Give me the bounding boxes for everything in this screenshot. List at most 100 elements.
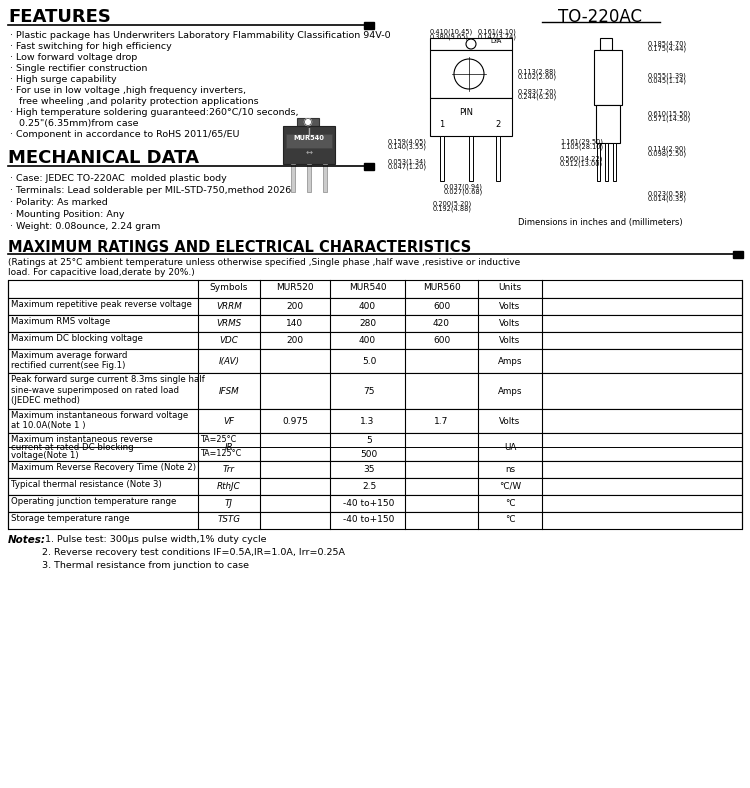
Text: sine-wave superimposed on rated load: sine-wave superimposed on rated load [11,385,179,395]
Text: Volts: Volts [500,336,520,344]
Bar [440,136,444,181]
Bar [323,164,327,192]
Text: Notes:: Notes: [8,535,46,545]
Bar [733,251,743,258]
Text: 0.512(13.00): 0.512(13.00) [560,160,603,166]
Bar [8,461,742,478]
Text: 0.975: 0.975 [282,417,308,426]
Text: · Mounting Position: Any: · Mounting Position: Any [10,210,124,219]
Text: VRRM: VRRM [216,302,242,310]
Bar [605,143,608,181]
Text: 500: 500 [360,449,377,459]
Text: 0.244(6.20): 0.244(6.20) [518,93,557,99]
Text: 420: 420 [433,318,450,328]
Bar [496,136,500,181]
Text: Volts: Volts [500,318,520,328]
Text: MUR560: MUR560 [423,283,460,292]
Text: Operating junction temperature range: Operating junction temperature range [11,497,176,506]
Text: 0.147(3.74): 0.147(3.74) [478,33,517,39]
Bar [8,495,742,512]
Bar [8,332,742,349]
Text: 0.023(0.58): 0.023(0.58) [648,190,687,196]
Text: ↔: ↔ [305,148,313,157]
Bar [8,315,742,332]
Text: (Ratings at 25°C ambient temperature unless otherwise specified ,Single phase ,h: (Ratings at 25°C ambient temperature unl… [8,258,520,277]
Bar [613,143,616,181]
Text: TJ: TJ [225,499,233,507]
Text: Amps: Amps [498,386,522,396]
Text: Storage temperature range: Storage temperature range [11,514,130,523]
Text: 0.113(2.88): 0.113(2.88) [518,68,556,75]
Text: Maximum RMS voltage: Maximum RMS voltage [11,317,110,326]
Text: 5.0: 5.0 [362,356,376,366]
Text: 0.192(4.88): 0.192(4.88) [433,205,472,211]
Text: 1.161(29.50): 1.161(29.50) [560,138,603,144]
Bar [291,164,295,192]
Bar [364,163,374,170]
Text: VDC: VDC [220,336,239,344]
Text: Maximum repetitive peak reverse voltage: Maximum repetitive peak reverse voltage [11,300,192,309]
Bar [8,349,742,373]
Bar [297,118,319,126]
Text: 200: 200 [286,302,304,310]
Text: at 10.0A(Note 1 ): at 10.0A(Note 1 ) [11,421,86,430]
Text: 0.047(1.20): 0.047(1.20) [388,163,427,169]
Text: 2: 2 [495,120,501,129]
Text: Volts: Volts [500,302,520,310]
Text: I(AV): I(AV) [218,356,239,366]
Text: 0.185(4.70): 0.185(4.70) [648,40,687,46]
Text: Amps: Amps [498,356,522,366]
Text: 600: 600 [433,336,450,344]
Text: · Low forward voltage drop: · Low forward voltage drop [10,53,137,62]
Bar [8,298,742,315]
Text: Peak forward surge current 8.3ms single half: Peak forward surge current 8.3ms single … [11,375,205,384]
Bar [8,280,742,298]
Bar [596,105,620,143]
Bar [307,164,311,192]
Text: TA=25°C: TA=25°C [200,435,236,444]
Text: Units: Units [499,283,521,292]
Text: 1.3: 1.3 [360,417,375,426]
Text: Volts: Volts [500,417,520,426]
Text: Maximum average forward: Maximum average forward [11,351,128,360]
Text: · Plastic package has Underwriters Laboratory Flammability Classification 94V-0: · Plastic package has Underwriters Labor… [10,31,391,40]
Text: 0.25"(6.35mm)from case: 0.25"(6.35mm)from case [10,119,139,128]
Text: 0.380(9.65): 0.380(9.65) [430,33,469,39]
Text: Maximum instantaneous reverse: Maximum instantaneous reverse [11,435,153,444]
Bar [8,512,742,529]
Bar [430,50,512,98]
Text: Maximum instantaneous forward voltage: Maximum instantaneous forward voltage [11,411,188,420]
Text: 0.560(14.22): 0.560(14.22) [560,155,603,162]
Text: 0.014(0.35): 0.014(0.35) [648,195,687,202]
Text: · Single rectifier construction: · Single rectifier construction [10,64,147,73]
Text: TO-220AC: TO-220AC [558,8,642,26]
Text: 280: 280 [359,318,376,328]
Text: FEATURES: FEATURES [8,8,111,26]
Text: 140: 140 [286,318,304,328]
Text: J: J [308,128,310,137]
Text: rectified current(see Fig.1): rectified current(see Fig.1) [11,361,125,370]
Bar [469,136,473,181]
Text: 0.283(7.20): 0.283(7.20) [518,88,557,95]
Text: MECHANICAL DATA: MECHANICAL DATA [8,149,199,167]
Bar [430,98,512,136]
Text: TA=125°C: TA=125°C [200,449,242,458]
Text: Maximum DC blocking voltage: Maximum DC blocking voltage [11,334,142,343]
Text: MUR540: MUR540 [349,283,386,292]
Text: Trr: Trr [223,464,235,474]
Text: VF: VF [224,417,235,426]
Text: 400: 400 [359,336,376,344]
Text: 0.200(5.20): 0.200(5.20) [433,200,472,206]
Text: 0.571(14.50): 0.571(14.50) [648,115,692,121]
Text: 1.105(28.10): 1.105(28.10) [560,143,603,150]
Text: Typical thermal resistance (Note 3): Typical thermal resistance (Note 3) [11,480,162,489]
Text: 1.7: 1.7 [434,417,448,426]
Text: PIN: PIN [459,108,473,117]
Text: UA: UA [504,443,516,452]
Text: 200: 200 [286,336,304,344]
Text: free wheeling ,and polarity protection applications: free wheeling ,and polarity protection a… [10,97,259,106]
Bar [286,134,332,148]
Text: · High temperature soldering guaranteed:260°C/10 seconds,: · High temperature soldering guaranteed:… [10,108,298,117]
Text: 0.161(4.10): 0.161(4.10) [478,28,517,35]
Text: 600: 600 [433,302,450,310]
